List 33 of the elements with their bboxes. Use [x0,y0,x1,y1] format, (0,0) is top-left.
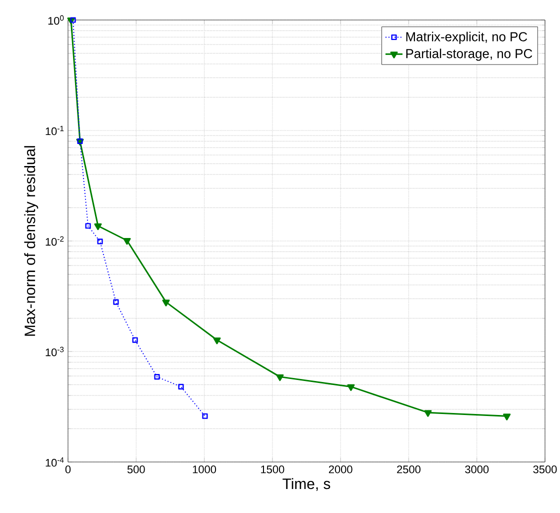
point [154,374,160,380]
point [94,223,102,230]
point [162,300,170,306]
point [424,410,432,417]
point [97,238,103,244]
x-tick-label: 0 [65,466,71,474]
point [132,337,138,343]
point [276,374,284,382]
x-tick-label: 1500 [261,466,284,474]
y-tick-label: 10$^{0}$ [48,15,64,25]
x-tick-label: 3000 [465,466,489,474]
y-tick-label: 10$^{-4}$ [46,457,64,467]
x-tick-label: 1000 [192,466,216,474]
x-tick-label: 3500 [533,466,557,474]
point [347,384,355,391]
point [123,238,131,245]
point [213,338,221,344]
x-tick-label: 2500 [397,466,420,474]
point [113,299,119,305]
legend-label: Partial-storage, no PC [406,48,532,61]
y-tick-label: 10$^{-3}$ [46,346,64,356]
point [503,414,511,420]
point [178,384,184,390]
x-tick-label: 500 [127,466,145,474]
x-axis-title: Time, s [282,478,330,491]
point [70,17,76,23]
point [202,413,208,419]
point [85,223,91,229]
x-tick-label: 2000 [328,466,352,474]
y-tick-label: 10$^{-2}$ [46,236,64,246]
legend-label: Matrix-explicit, no PC [406,32,528,44]
y-tick-label: 10$^{-1}$ [46,126,64,136]
y-axis-title: Max-norm of density residual [24,146,38,336]
